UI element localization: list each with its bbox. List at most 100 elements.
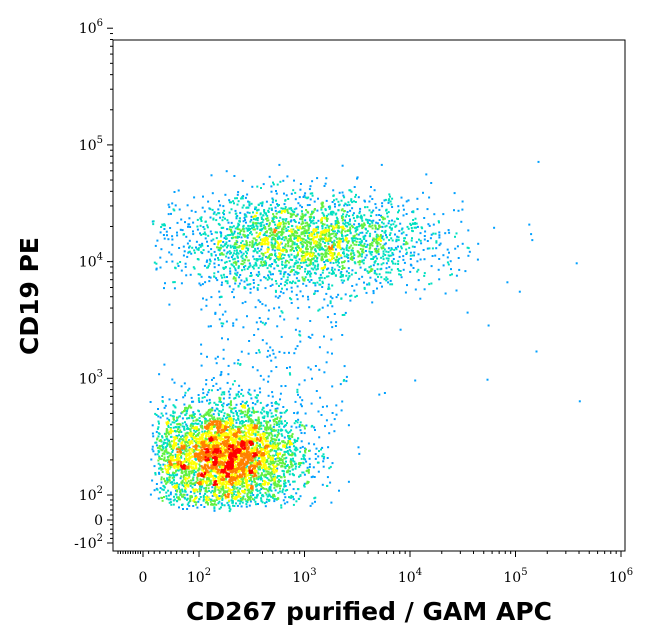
data-point <box>185 423 188 426</box>
data-point <box>236 256 239 259</box>
data-point <box>175 455 177 458</box>
data-point <box>307 226 310 229</box>
data-point <box>376 237 378 240</box>
data-point <box>368 200 371 203</box>
data-point <box>242 220 245 223</box>
data-point <box>206 412 209 414</box>
data-point <box>203 228 206 231</box>
data-point <box>228 228 231 231</box>
data-point <box>397 260 400 263</box>
data-point <box>306 243 308 246</box>
data-point <box>191 400 193 403</box>
data-point <box>211 458 213 461</box>
data-point <box>274 414 277 417</box>
data-point <box>263 242 266 245</box>
data-point <box>244 488 246 491</box>
data-point <box>241 501 244 504</box>
data-point <box>282 462 285 465</box>
data-point <box>285 446 287 449</box>
data-point <box>165 431 168 434</box>
data-point <box>326 247 329 250</box>
data-point <box>287 440 290 442</box>
data-point <box>186 497 189 500</box>
data-point <box>400 196 403 199</box>
data-point <box>334 220 337 222</box>
data-point <box>333 430 336 433</box>
data-point <box>226 244 229 247</box>
data-point <box>372 256 375 259</box>
data-point <box>352 226 354 229</box>
data-point <box>192 437 195 440</box>
data-point <box>319 246 321 249</box>
data-point <box>253 237 256 240</box>
data-point <box>326 217 329 220</box>
data-point <box>308 270 311 273</box>
data-point <box>349 231 352 234</box>
data-point <box>255 217 258 220</box>
data-point <box>188 433 191 436</box>
data-point <box>305 209 308 211</box>
data-point <box>223 448 226 451</box>
data-point <box>251 489 254 491</box>
data-point <box>288 255 291 258</box>
data-point <box>347 201 350 204</box>
data-point <box>251 406 254 409</box>
data-point <box>154 472 157 474</box>
data-point <box>274 255 277 258</box>
data-point <box>179 429 182 432</box>
data-point <box>292 242 295 245</box>
data-point <box>306 270 309 273</box>
data-point <box>185 412 188 415</box>
data-point <box>382 247 385 249</box>
data-point <box>368 209 371 212</box>
data-point <box>210 491 213 494</box>
data-point <box>270 229 273 232</box>
data-point <box>340 256 343 259</box>
data-point <box>284 199 287 202</box>
data-point <box>160 481 163 484</box>
data-point <box>267 225 270 228</box>
data-point <box>258 236 261 239</box>
data-point <box>258 428 261 431</box>
data-point <box>289 458 292 461</box>
data-point <box>209 276 212 279</box>
data-point <box>167 456 169 459</box>
data-point <box>358 254 361 257</box>
data-point <box>317 461 320 464</box>
data-point <box>173 411 176 414</box>
data-point <box>242 495 245 498</box>
data-point <box>338 191 341 194</box>
data-point <box>234 460 237 463</box>
data-point <box>197 399 200 402</box>
data-point <box>158 432 161 435</box>
data-point <box>327 283 330 286</box>
data-point <box>275 212 278 215</box>
data-point <box>296 345 299 348</box>
data-point <box>277 432 280 435</box>
data-point <box>305 284 308 287</box>
data-point <box>295 214 298 217</box>
data-point <box>434 254 437 257</box>
data-point <box>278 285 280 287</box>
data-point <box>253 258 256 261</box>
data-point <box>394 262 397 265</box>
data-point <box>263 420 266 423</box>
data-point <box>212 212 215 215</box>
data-point <box>274 295 277 298</box>
data-point <box>207 487 210 490</box>
data-point <box>308 306 311 309</box>
data-point <box>325 275 328 278</box>
data-point <box>238 502 241 505</box>
data-point <box>317 219 320 222</box>
data-point <box>186 493 189 496</box>
data-point <box>249 287 252 290</box>
data-point <box>242 421 245 423</box>
data-point <box>360 241 363 244</box>
data-point <box>267 309 270 312</box>
data-point <box>391 239 394 242</box>
data-point <box>258 273 261 276</box>
data-point <box>322 237 324 240</box>
data-point <box>283 209 286 212</box>
data-point <box>402 268 405 271</box>
data-point <box>297 272 300 274</box>
